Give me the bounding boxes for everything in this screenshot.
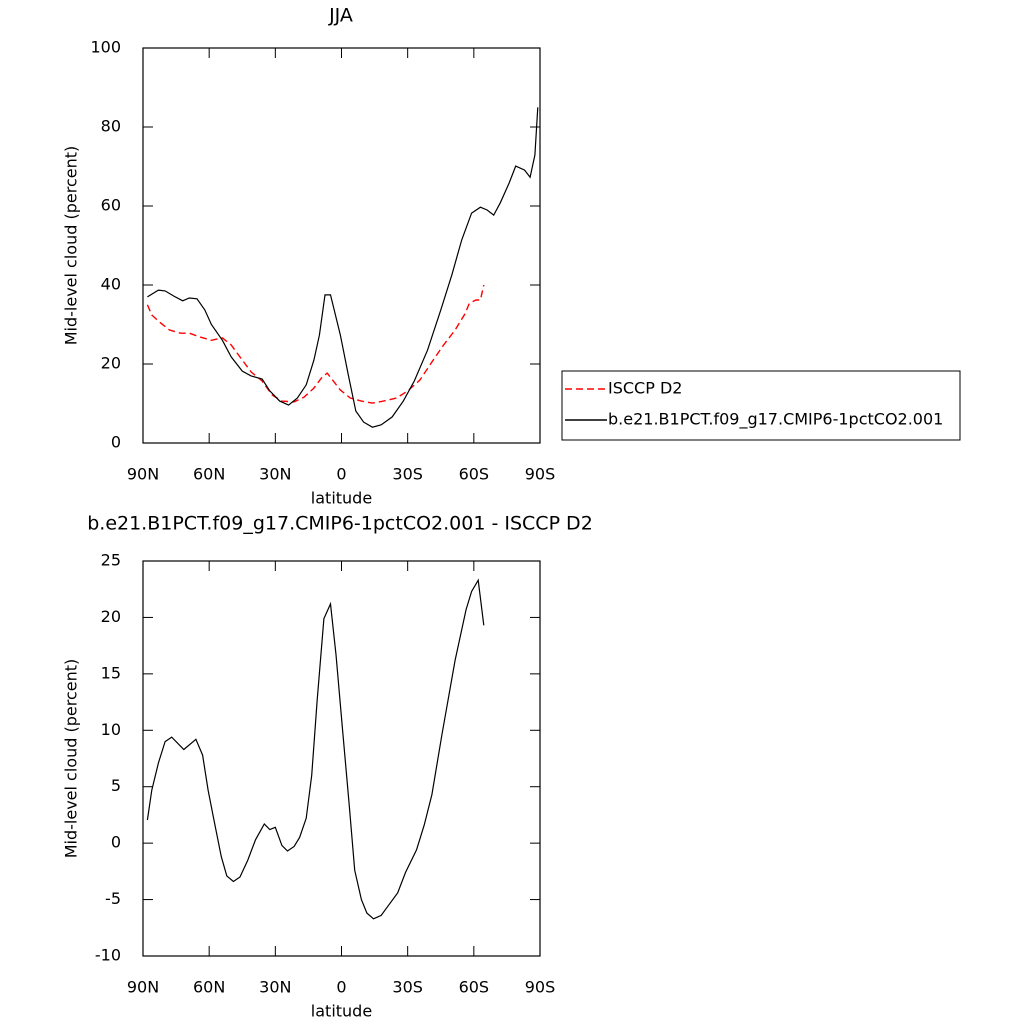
y-tick-label: 0: [111, 833, 121, 852]
y-tick-label: 15: [101, 663, 121, 682]
x-tick-label: 90N: [127, 465, 159, 484]
x-tick-label: 90S: [525, 978, 556, 997]
legend-label: b.e21.B1PCT.f09_g17.CMIP6-1pctCO2.001: [608, 410, 943, 430]
x-tick-label: 30N: [259, 978, 291, 997]
y-tick-label: 20: [101, 607, 121, 626]
y-tick-label: 60: [101, 196, 121, 215]
y-tick-label: 25: [101, 551, 121, 570]
y-tick-label: -10: [95, 946, 121, 965]
y-tick-label: 5: [111, 776, 121, 795]
data-line: [147, 107, 539, 428]
x-tick-label: 90N: [127, 978, 159, 997]
x-axis-label: latitude: [311, 489, 372, 508]
plot-frame: [142, 47, 541, 444]
y-tick-label: 80: [101, 117, 121, 136]
x-tick-label: 0: [336, 465, 346, 484]
x-tick-label: 60N: [193, 465, 225, 484]
x-tick-label: 60S: [459, 978, 490, 997]
x-axis-label: latitude: [311, 1002, 372, 1021]
x-tick-label: 30S: [392, 465, 423, 484]
legend-box: [561, 370, 961, 441]
data-line: [146, 284, 485, 404]
y-axis-label: Mid-level cloud (percent): [62, 659, 81, 859]
x-tick-label: 90S: [525, 465, 556, 484]
y-tick-label: 100: [90, 38, 121, 57]
x-tick-label: 60S: [459, 465, 490, 484]
x-tick-label: 60N: [193, 978, 225, 997]
y-tick-label: -5: [105, 889, 121, 908]
data-line: [146, 578, 485, 920]
chart-title: b.e21.B1PCT.f09_g17.CMIP6-1pctCO2.001 - …: [87, 513, 593, 535]
y-tick-label: 10: [101, 720, 121, 739]
y-axis-label: Mid-level cloud (percent): [62, 146, 81, 346]
legend-label: ISCCP D2: [608, 379, 682, 398]
x-tick-label: 30N: [259, 465, 291, 484]
x-tick-label: 0: [336, 978, 346, 997]
y-tick-label: 20: [101, 354, 121, 373]
y-tick-label: 40: [101, 275, 121, 294]
y-tick-label: 0: [111, 433, 121, 452]
x-tick-label: 30S: [392, 978, 423, 997]
chart-title: JJA: [328, 5, 353, 27]
